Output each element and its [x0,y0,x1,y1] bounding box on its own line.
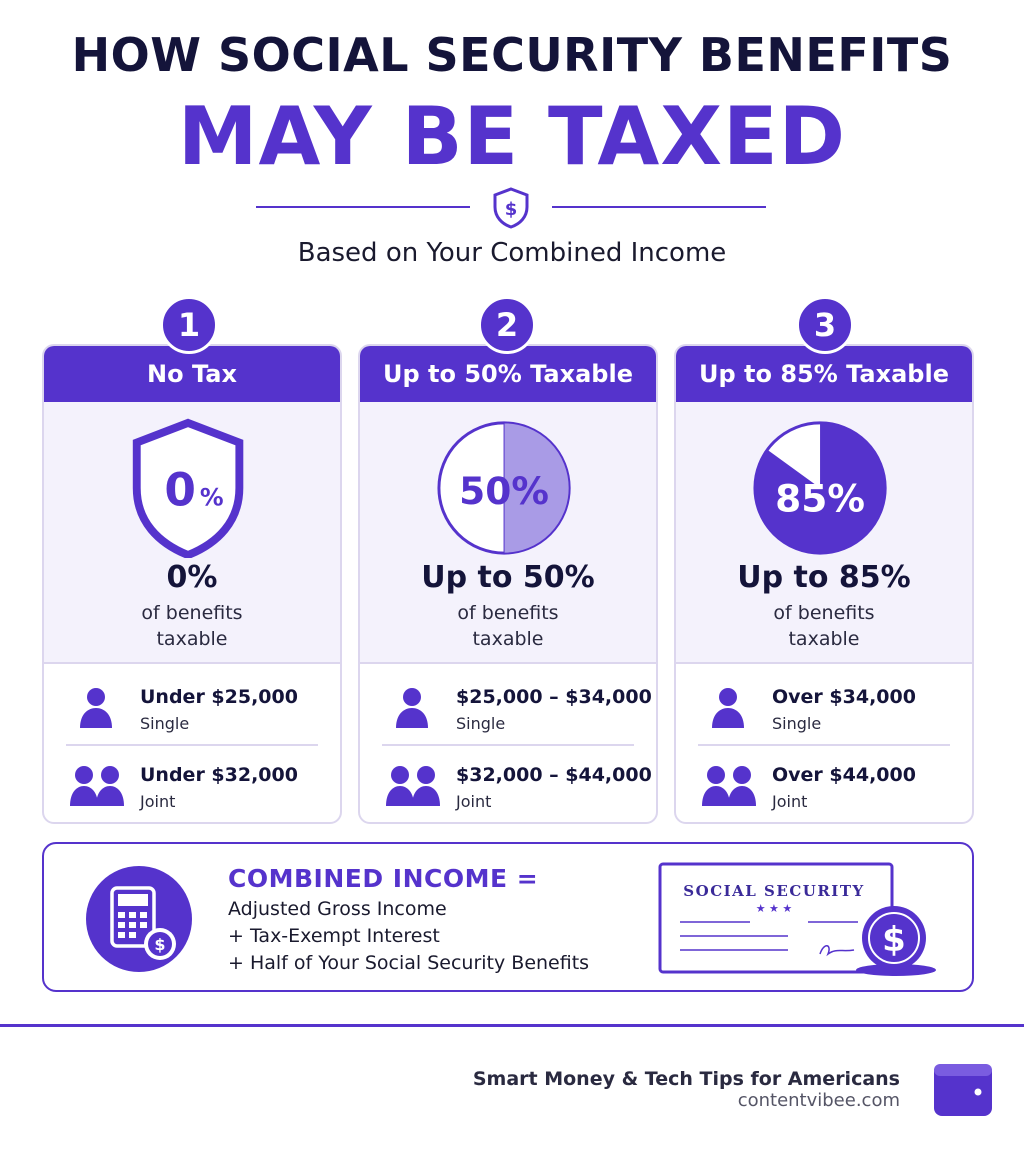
tier-1-number-badge: 1 [160,296,218,354]
tier-1-graphic-suffix: % [200,484,224,512]
tier-2-graphic-label: 50% [459,469,549,513]
tier-2-heading: Up to 50% Taxable [360,346,656,402]
footer-tagline: Smart Money & Tech Tips for Americans [472,1068,900,1090]
tier-2-big-text: Up to 50% [421,560,595,595]
tier-2-single-label: Single [456,714,506,733]
calculator-icon: $ [86,866,192,972]
tier-2-joint-label: Joint [456,792,492,811]
shield-dollar-icon: $ [493,187,529,229]
tier-1-card: No Tax 0 % 0% of benefits taxable Under … [42,344,342,824]
tier-1-joint-amount: Under $32,000 [140,764,298,786]
tier-2-card: Up to 50% Taxable 50% Up to 50% of benef… [358,344,658,824]
tier-3-desc-line-2: taxable [788,628,860,650]
tier-3-pie-slice [754,422,886,554]
tier-1-single-row: Under $25,000 Single [44,668,340,746]
tier-3-single-amount: Over $34,000 [772,686,916,708]
tier-1-joint-label: Joint [140,792,176,811]
footer-site-link[interactable]: contentvibee.com [737,1090,900,1111]
formula-line-2: + Tax-Exempt Interest [228,925,440,947]
card-title: SOCIAL SECURITY [683,882,864,900]
tier-3-big-text: Up to 85% [737,560,911,595]
formula-line-3: + Half of Your Social Security Benefits [228,952,590,974]
tier-2-body: 50% Up to 50% of benefits taxable [360,402,656,664]
tier-3-single-label: Single [772,714,822,733]
tier-2-joint-row: $32,000 – $44,000 Joint [360,746,656,822]
tier-1-joint-row: Under $32,000 Joint [44,746,340,822]
tier-3-row-divider [698,744,950,746]
card-stars: ★ ★ ★ [756,902,793,915]
tier-2-number-badge: 2 [478,296,536,354]
tier-3-single-row: Over $34,000 Single [676,668,972,746]
tier-1-graphic-label: 0 [164,464,196,517]
shield-emblem-symbol: $ [505,199,518,220]
tier-3-joint-label: Joint [772,792,808,811]
tier-2-joint-amount: $32,000 – $44,000 [456,764,652,786]
combined-income-panel: $ COMBINED INCOME = Adjusted Gross Incom… [42,842,974,992]
tier-3-heading: Up to 85% Taxable [676,346,972,402]
formula-title: COMBINED INCOME = [228,864,539,893]
tier-2-row-divider [382,744,634,746]
title-line-1: HOW SOCIAL SECURITY BENEFITS [71,28,953,82]
tier-1-big-text: 0% [166,560,218,595]
person-icon [396,688,428,728]
tier-1-row-divider [66,744,318,746]
two-people-icon [386,766,440,806]
tier-1-description: of benefits taxable [44,600,340,652]
tier-2-desc-line-2: taxable [472,628,544,650]
tier-1-heading: No Tax [44,346,340,402]
header-divider-left [256,206,470,208]
formula-line-1: Adjusted Gross Income [228,898,447,920]
tier-3-description: of benefits taxable [676,600,972,652]
tier-2-single-row: $25,000 – $34,000 Single [360,668,656,746]
tier-3-graphic-label: 85% [775,477,865,521]
tier-3-desc-line-1: of benefits [773,602,875,624]
tier-3-card: Up to 85% Taxable 85% Up to 85% of benef… [674,344,974,824]
tier-2-description: of benefits taxable [360,600,656,652]
tier-2-pie-graphic: 50% [437,421,571,555]
tier-1-body: 0 % 0% of benefits taxable [44,402,340,664]
card-coin-symbol: $ [882,920,906,960]
tier-2-pie-slice [503,422,570,554]
calculator-coin-symbol: $ [154,935,165,954]
tier-2-single-amount: $25,000 – $34,000 [456,686,652,708]
tier-3-pie-graphic: 85% [753,421,887,555]
social-security-card-icon: SOCIAL SECURITY ★ ★ ★ $ [658,862,936,976]
tier-2-desc-line-1: of benefits [457,602,559,624]
tier-1-single-amount: Under $25,000 [140,686,298,708]
person-icon [712,688,744,728]
subtitle: Based on Your Combined Income [297,238,727,268]
title-line-2: MAY BE TAXED [177,90,847,183]
tier-3-joint-amount: Over $44,000 [772,764,916,786]
two-people-icon [70,766,124,806]
wallet-icon [934,1064,992,1116]
footer-rule [0,1024,1024,1027]
tier-1-desc-line-1: of benefits [141,602,243,624]
person-icon [80,688,112,728]
two-people-icon [702,766,756,806]
tier-3-joint-row: Over $44,000 Joint [676,746,972,822]
tier-1-single-label: Single [140,714,190,733]
header-divider-right [552,206,766,208]
tier-1-shield-graphic: 0 % [132,418,244,558]
tier-1-desc-line-2: taxable [156,628,228,650]
tier-3-body: 85% Up to 85% of benefits taxable [676,402,972,664]
tier-3-number-badge: 3 [796,296,854,354]
